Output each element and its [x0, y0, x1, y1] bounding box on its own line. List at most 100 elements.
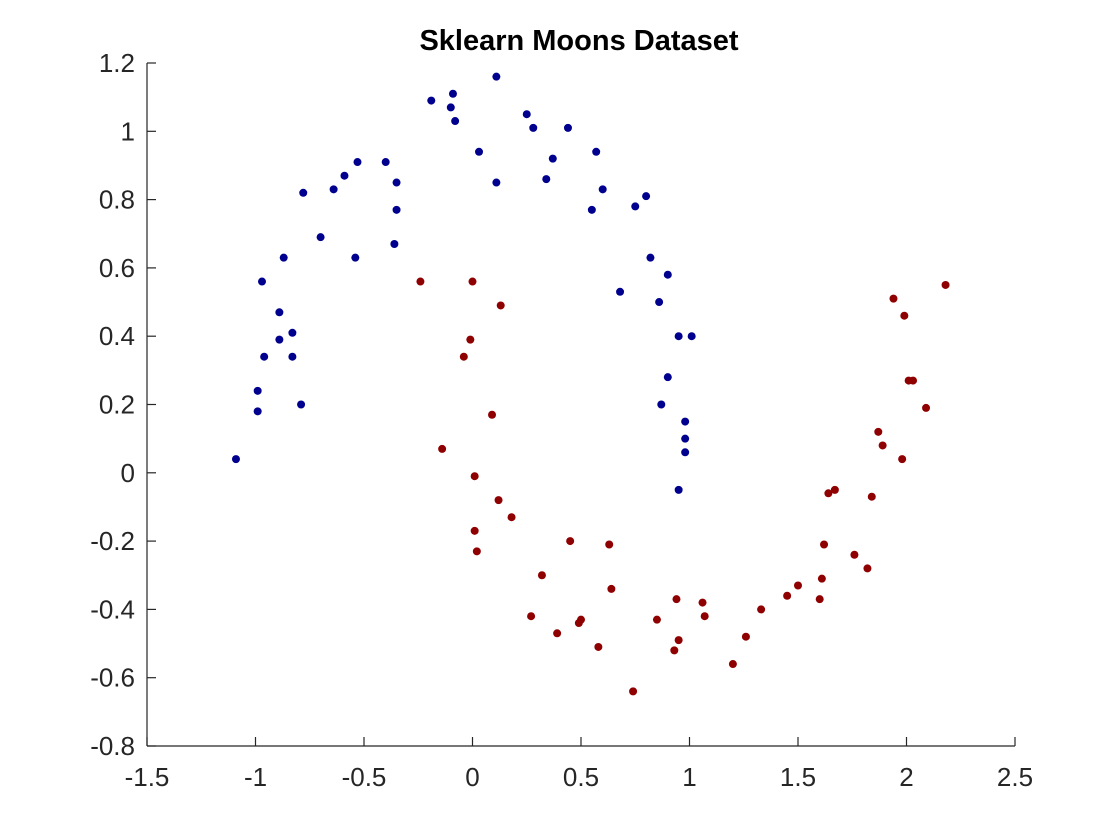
scatter-point-red — [527, 612, 536, 621]
scatter-point-red — [757, 605, 766, 614]
x-tick-label: 0.5 — [563, 762, 599, 792]
scatter-point-blue — [681, 417, 690, 426]
scatter-point-blue — [353, 158, 362, 167]
scatter-point-red — [553, 629, 562, 638]
scatter-point-blue — [446, 103, 455, 112]
scatter-point-blue — [681, 448, 690, 457]
scatter-point-red — [728, 660, 737, 669]
scatter-point-blue — [316, 233, 325, 242]
scatter-point-red — [594, 642, 603, 651]
x-tick-label: 1 — [682, 762, 696, 792]
scatter-point-blue — [329, 185, 338, 194]
points-layer — [231, 72, 950, 696]
y-tick-label: -0.6 — [90, 663, 135, 693]
y-tick-label: -0.2 — [90, 526, 135, 556]
scatter-point-red — [566, 537, 575, 546]
scatter-point-red — [941, 280, 950, 289]
scatter-point-blue — [655, 298, 664, 307]
scatter-point-red — [438, 444, 447, 453]
scatter-point-red — [488, 410, 497, 419]
scatter-point-red — [867, 492, 876, 501]
y-tick-label: 1 — [121, 116, 135, 146]
axes-layer — [146, 63, 1015, 747]
scatter-point-red — [815, 595, 824, 604]
scatter-point-red — [889, 294, 898, 303]
scatter-point-blue — [592, 147, 601, 156]
scatter-point-red — [878, 441, 887, 450]
chart-title: Sklearn Moons Dataset — [419, 25, 738, 57]
scatter-point-red — [863, 564, 872, 573]
scatter-point-blue — [681, 434, 690, 443]
scatter-point-red — [874, 427, 883, 436]
scatter-point-blue — [563, 123, 572, 132]
scatter-point-blue — [340, 171, 349, 180]
scatter-point-blue — [492, 72, 501, 81]
scatter-point-red — [922, 403, 931, 412]
scatter-point-blue — [297, 400, 306, 409]
scatter-point-blue — [253, 407, 262, 416]
scatter-point-blue — [448, 89, 457, 98]
x-axis-ticks: -1.5 -1 -0.5 0 0.5 1 1.5 2 2.5 — [125, 737, 1033, 792]
y-axis-ticks: -0.8 -0.6 -0.4 -0.2 0 0.2 0.4 0.6 0.8 1 1.2 — [90, 48, 156, 761]
scatter-point-blue — [351, 253, 360, 262]
y-tick-label: 1.2 — [99, 48, 135, 78]
scatter-point-blue — [598, 185, 607, 194]
scatter-point-blue — [288, 352, 297, 361]
scatter-point-red — [670, 646, 679, 655]
scatter-point-red — [652, 615, 661, 624]
scatter-point-red — [830, 485, 839, 494]
x-tick-label: -1 — [244, 762, 267, 792]
scatter-point-blue — [392, 205, 401, 214]
scatter-point-blue — [674, 332, 683, 341]
scatter-point-red — [817, 574, 826, 583]
scatter-point-blue — [587, 205, 596, 214]
scatter-point-blue — [275, 335, 284, 344]
scatter-point-red — [466, 335, 475, 344]
y-tick-label: -0.8 — [90, 731, 135, 761]
y-tick-label: 0.4 — [99, 321, 135, 351]
scatter-point-blue — [616, 287, 625, 296]
scatter-point-red — [629, 687, 638, 696]
scatter-point-blue — [288, 328, 297, 337]
scatter-point-red — [468, 277, 477, 286]
x-tick-label: 2.5 — [997, 762, 1033, 792]
scatter-point-red — [507, 513, 516, 522]
scatter-point-red — [470, 526, 479, 535]
scatter-point-blue — [279, 253, 288, 262]
scatter-point-blue — [663, 270, 672, 279]
scatter-point-red — [537, 571, 546, 580]
scatter-point-blue — [258, 277, 267, 286]
scatter-point-blue — [492, 178, 501, 187]
y-tick-label: 0.6 — [99, 253, 135, 283]
scatter-point-blue — [392, 178, 401, 187]
scatter-point-red — [850, 550, 859, 559]
scatter-point-red — [472, 547, 481, 556]
x-tick-label: 1.5 — [780, 762, 816, 792]
scatter-point-red — [909, 376, 918, 385]
x-tick-label: 0 — [465, 762, 479, 792]
scatter-point-blue — [299, 188, 308, 197]
x-tick-label: -0.5 — [342, 762, 387, 792]
scatter-point-red — [459, 352, 468, 361]
scatter-point-red — [574, 619, 583, 628]
y-tick-label: 0.2 — [99, 390, 135, 420]
scatter-point-blue — [260, 352, 269, 361]
scatter-point-blue — [642, 192, 651, 201]
scatter-point-blue — [451, 117, 460, 126]
scatter-point-red — [672, 595, 681, 604]
scatter-point-blue — [542, 175, 551, 184]
scatter-point-red — [820, 540, 829, 549]
scatter-point-red — [898, 455, 907, 464]
scatter-point-red — [605, 540, 614, 549]
scatter-point-red — [741, 632, 750, 641]
scatter-point-red — [674, 636, 683, 645]
scatter-point-red — [900, 311, 909, 320]
scatter-point-blue — [657, 400, 666, 409]
scatter-point-blue — [381, 158, 390, 167]
scatter-point-red — [824, 489, 833, 498]
y-tick-label: 0.8 — [99, 185, 135, 215]
x-tick-label: -1.5 — [125, 762, 170, 792]
scatter-point-blue — [529, 123, 538, 132]
scatter-point-blue — [253, 386, 262, 395]
